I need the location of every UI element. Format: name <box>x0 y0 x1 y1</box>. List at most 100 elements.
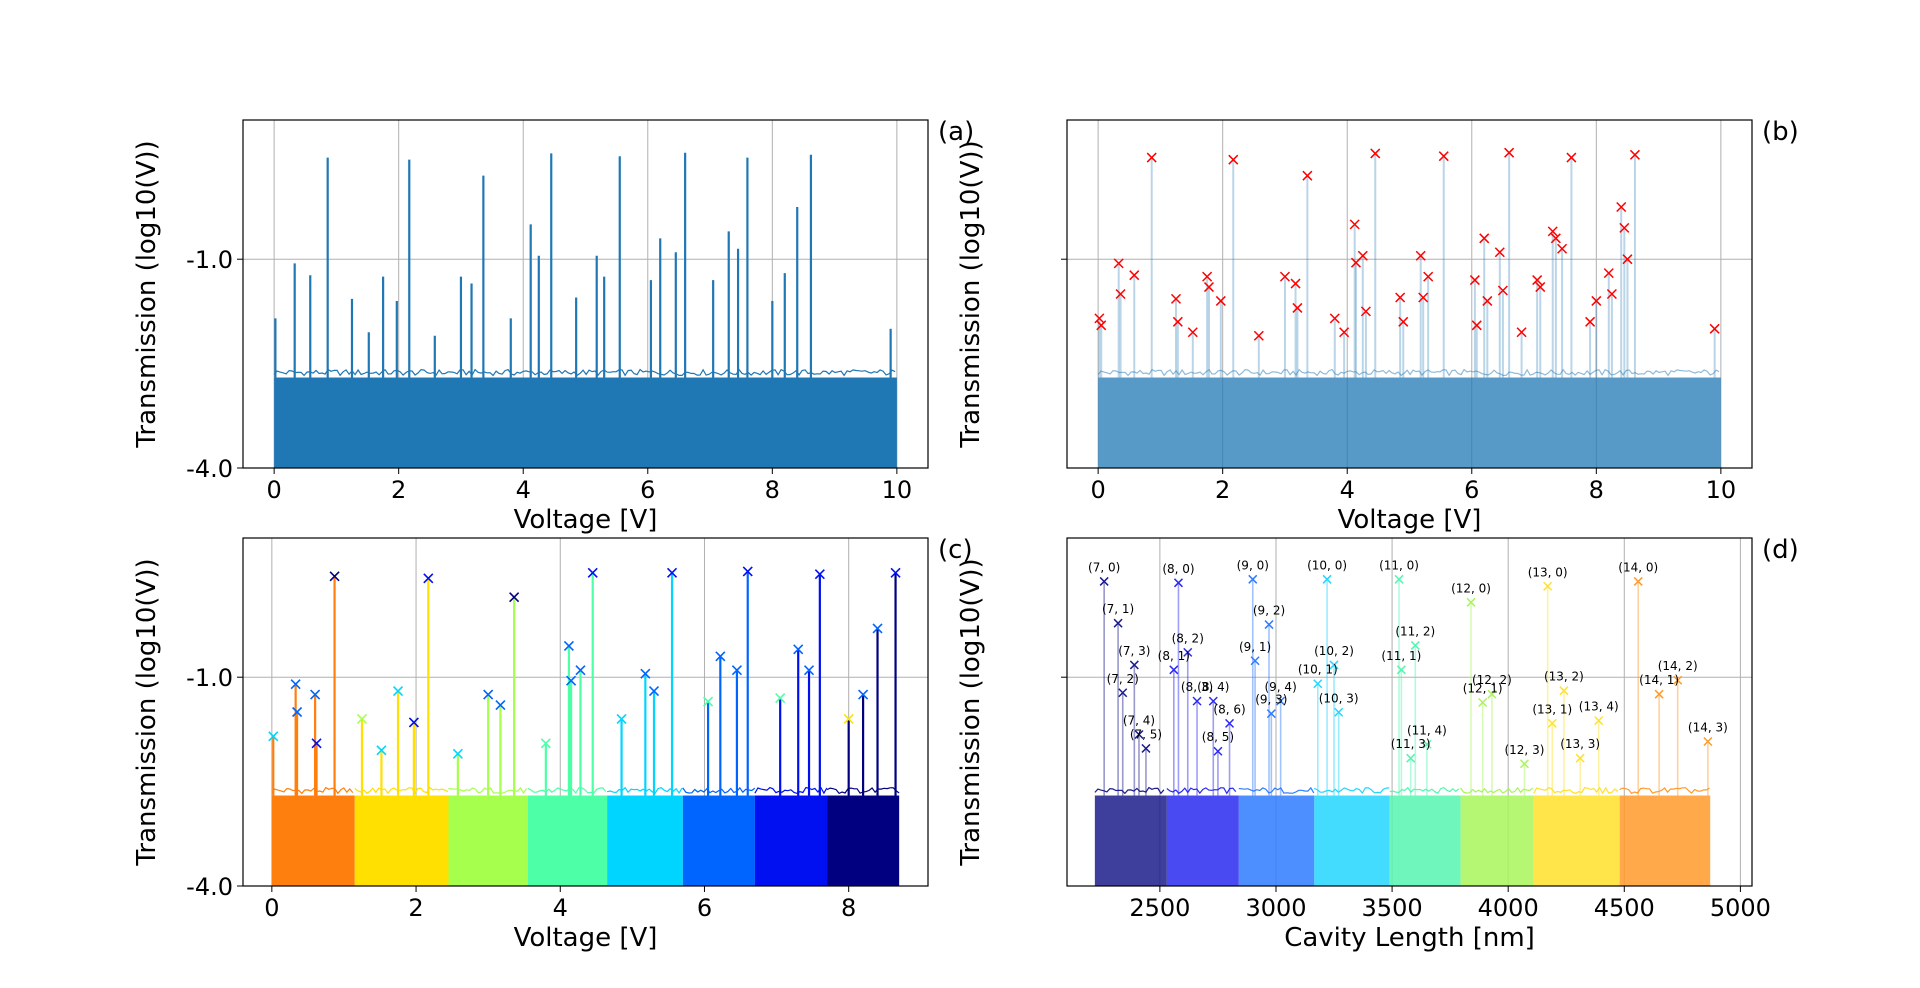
peak-marker <box>1532 275 1543 286</box>
peak-marker <box>1619 222 1630 233</box>
mode-label: (13, 3) <box>1560 737 1600 751</box>
mode-label: (12, 0) <box>1451 581 1491 595</box>
peak-marker <box>1616 201 1627 213</box>
baseline-noise <box>1166 787 1237 795</box>
peak-marker <box>1213 746 1223 756</box>
peak-marker <box>1115 288 1126 300</box>
baseline-band-segment <box>1094 795 1167 886</box>
peak-marker <box>1173 578 1183 588</box>
peak-marker <box>1585 316 1596 327</box>
panel-label: (a) <box>938 117 974 147</box>
peak-marker <box>1410 640 1420 650</box>
baseline-noise <box>271 786 354 795</box>
axes-frame <box>1066 537 1753 887</box>
peak-marker <box>1187 327 1198 338</box>
peak-marker <box>1535 282 1546 293</box>
baseline-noise <box>754 786 828 795</box>
baseline-noise <box>1389 786 1460 794</box>
peak-marker <box>509 592 520 603</box>
baseline-band-segment <box>1460 795 1534 886</box>
peak-marker <box>1329 660 1339 670</box>
mode-label: (8, 4) <box>1197 680 1229 694</box>
peak-marker <box>803 665 815 676</box>
peak-marker <box>648 686 660 697</box>
peak-marker <box>1141 743 1151 753</box>
peak-marker <box>703 696 714 707</box>
peak-marker <box>858 689 869 700</box>
mode-label: (13, 2) <box>1544 670 1584 684</box>
axes-frame <box>242 537 929 887</box>
mode-label: (13, 0) <box>1528 565 1568 579</box>
baseline-band-segment <box>682 795 755 886</box>
peak-marker <box>311 738 322 749</box>
baseline-band-segment <box>1619 795 1711 886</box>
peak-marker <box>540 738 551 749</box>
x-axis-label: Cavity Length [nm] <box>1284 923 1535 953</box>
peak-marker <box>890 567 901 578</box>
peak-marker <box>268 731 279 742</box>
peak-marker <box>1129 660 1139 670</box>
x-tick-label: 4 <box>1340 476 1355 504</box>
peak-marker <box>1134 729 1144 740</box>
baseline-noise <box>1238 786 1315 794</box>
mode-label: (10, 1) <box>1298 663 1338 677</box>
peak-marker <box>356 713 368 725</box>
panel-label: (d) <box>1762 535 1799 565</box>
mode-label: (12, 1) <box>1463 682 1503 696</box>
peak-marker <box>1172 316 1183 327</box>
peak-marker <box>1266 709 1276 719</box>
peak-marker <box>1349 219 1360 230</box>
peak-marker <box>1494 247 1505 258</box>
x-tick-label: 10 <box>1706 476 1737 504</box>
panel-label: (b) <box>1762 117 1799 147</box>
mode-label: (10, 3) <box>1319 691 1359 705</box>
baseline-band-segment <box>1533 795 1620 886</box>
peak-marker <box>392 686 404 697</box>
peak-marker <box>1170 293 1182 304</box>
peak-marker <box>563 640 574 651</box>
peak-marker <box>575 665 586 676</box>
peak-marker <box>1550 233 1561 244</box>
peak-marker <box>376 745 387 756</box>
peak-marker <box>1709 323 1720 334</box>
baseline-band-segment <box>1389 795 1461 886</box>
peak-marker <box>640 668 651 679</box>
peak-marker <box>1394 574 1404 584</box>
baseline-band-segment <box>1238 795 1315 886</box>
mode-label: (11, 2) <box>1395 624 1435 638</box>
peak-marker <box>843 713 854 725</box>
baseline-band-segment <box>607 795 683 886</box>
y-tick-label: -1.0 <box>186 664 233 692</box>
peak-marker <box>1703 736 1713 747</box>
x-tick-label: 2 <box>1215 476 1230 504</box>
x-axis-label: Voltage [V] <box>1338 505 1482 535</box>
mode-label: (11, 3) <box>1391 737 1431 751</box>
y-tick-label: -4.0 <box>186 873 233 901</box>
peak-marker <box>1547 718 1557 728</box>
peak-marker <box>495 699 506 711</box>
peak-marker <box>872 623 883 634</box>
baseline-band <box>274 377 897 468</box>
x-tick-label: 5000 <box>1710 894 1771 922</box>
peak-marker <box>1290 278 1301 289</box>
baseline-band-segment <box>354 795 449 886</box>
peak-marker <box>1279 271 1290 282</box>
baseline-band-segment <box>271 795 355 886</box>
peak-marker <box>1250 656 1260 666</box>
panel-label: (c) <box>938 535 973 565</box>
peak-marker <box>1202 271 1213 282</box>
mode-label: (9, 1) <box>1239 640 1271 654</box>
mode-label: (11, 0) <box>1379 558 1419 572</box>
peak-marker <box>1357 250 1368 261</box>
peak-marker <box>1113 618 1123 628</box>
peak-marker <box>1559 686 1569 696</box>
panel-c: 0 2 4 6 8 -1.0 -4.0 Voltage [V] Transmission (lo… <box>132 535 973 953</box>
mode-label: (8, 0) <box>1162 562 1194 576</box>
peak-marker <box>793 644 804 655</box>
baseline-noise <box>1533 786 1619 795</box>
peak-marker <box>1479 233 1490 244</box>
mode-label: (14, 0) <box>1618 560 1658 574</box>
mode-label: (14, 3) <box>1688 720 1728 734</box>
y-axis-label: Transmission (log10(V)) <box>956 140 986 448</box>
